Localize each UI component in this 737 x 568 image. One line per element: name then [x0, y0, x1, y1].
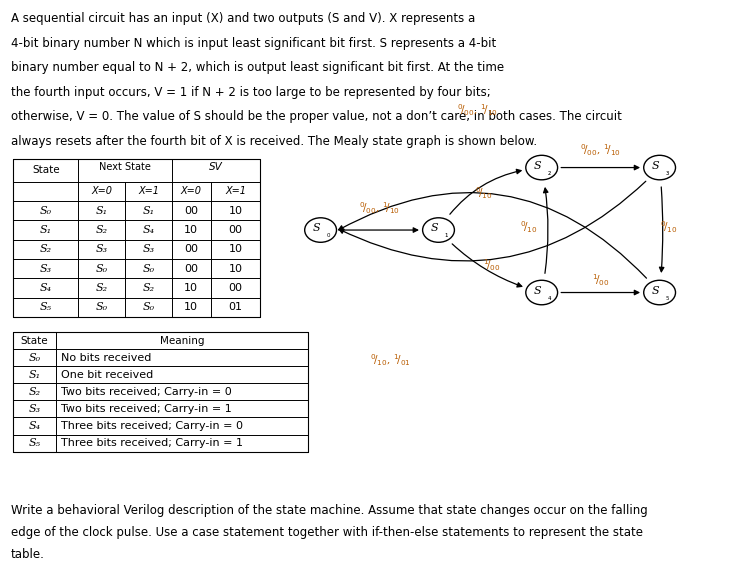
Bar [13, 332, 308, 452]
Text: X=0: X=0 [181, 186, 202, 197]
Text: $^0\!/_{00}$, $^1\!/_{10}$: $^0\!/_{00}$, $^1\!/_{10}$ [580, 143, 621, 158]
Circle shape [525, 280, 558, 305]
Text: $^0\!/_{00}$, $^1\!/_{10}$: $^0\!/_{00}$, $^1\!/_{10}$ [359, 201, 400, 216]
Text: 00: 00 [184, 264, 198, 274]
Text: otherwise, V = 0. The value of S should be the proper value, not a don’t care, i: otherwise, V = 0. The value of S should … [11, 110, 622, 123]
Circle shape [304, 218, 337, 243]
Text: S₂: S₂ [142, 283, 155, 293]
Text: 10: 10 [184, 302, 198, 312]
Text: S₄: S₄ [142, 225, 155, 235]
Text: X=0: X=0 [91, 186, 112, 197]
Text: S: S [652, 286, 659, 296]
Text: Write a behavioral Verilog description of the state machine. Assume that state c: Write a behavioral Verilog description o… [11, 504, 648, 517]
Text: S₅: S₅ [40, 302, 52, 312]
Circle shape [422, 218, 455, 243]
Text: S₀: S₀ [29, 353, 41, 363]
Text: State: State [32, 165, 60, 176]
Text: $^0\!/_{00}$, $^1\!/_{10}$: $^0\!/_{00}$, $^1\!/_{10}$ [457, 103, 498, 119]
Text: 10: 10 [184, 283, 198, 293]
Text: 10: 10 [184, 225, 198, 235]
Text: X=1: X=1 [225, 186, 246, 197]
Text: $^1\!/_{00}$: $^1\!/_{00}$ [483, 257, 500, 273]
Text: always resets after the fourth bit of X is received. The Mealy state graph is sh: always resets after the fourth bit of X … [11, 135, 537, 148]
Text: S₄: S₄ [29, 421, 41, 431]
Text: Three bits received; Carry-in = 1: Three bits received; Carry-in = 1 [61, 438, 243, 448]
Text: S: S [652, 161, 659, 171]
Text: S₂: S₂ [96, 225, 108, 235]
Text: 00: 00 [184, 244, 198, 254]
Text: 01: 01 [228, 302, 242, 312]
Text: $^1\!/_{00}$: $^1\!/_{00}$ [592, 272, 609, 288]
Text: 00: 00 [184, 206, 198, 216]
Text: A sequential circuit has an input (X) and two outputs (S and V). X represents a: A sequential circuit has an input (X) an… [11, 12, 475, 26]
Text: S₃: S₃ [96, 244, 108, 254]
Text: State: State [21, 336, 49, 346]
Text: ₁: ₁ [444, 230, 447, 239]
Text: S₀: S₀ [142, 302, 155, 312]
Text: S₅: S₅ [29, 438, 41, 448]
Text: S₀: S₀ [96, 302, 108, 312]
Text: ₃: ₃ [666, 168, 668, 177]
Text: Meaning: Meaning [160, 336, 204, 346]
Text: One bit received: One bit received [61, 370, 153, 380]
Text: 10: 10 [228, 264, 242, 274]
Text: S₁: S₁ [142, 206, 155, 216]
Text: $^0\!/_{10}$, $^1\!/_{01}$: $^0\!/_{10}$, $^1\!/_{01}$ [370, 353, 411, 369]
Text: X=1: X=1 [138, 186, 159, 197]
Text: S₁: S₁ [29, 370, 41, 380]
Text: ₂: ₂ [548, 168, 551, 177]
Circle shape [643, 280, 676, 305]
Text: S₃: S₃ [29, 404, 41, 414]
Text: S₂: S₂ [40, 244, 52, 254]
Text: S₀: S₀ [142, 264, 155, 274]
Text: binary number equal to N + 2, which is output least significant bit first. At th: binary number equal to N + 2, which is o… [11, 61, 504, 74]
Text: $^0\!/_{10}$: $^0\!/_{10}$ [660, 219, 677, 235]
Text: S₃: S₃ [142, 244, 155, 254]
Bar [13, 159, 260, 317]
Text: S₀: S₀ [96, 264, 108, 274]
Text: S₁: S₁ [96, 206, 108, 216]
Text: the fourth input occurs, V = 1 if N + 2 is too large to be represented by four b: the fourth input occurs, V = 1 if N + 2 … [11, 86, 491, 99]
Text: S₄: S₄ [40, 283, 52, 293]
Text: S₁: S₁ [40, 225, 52, 235]
Circle shape [643, 155, 676, 180]
Text: ₅: ₅ [666, 293, 668, 302]
Text: 4-bit binary number N which is input least significant bit first. S represents a: 4-bit binary number N which is input lea… [11, 37, 496, 50]
Text: edge of the clock pulse. Use a case statement together with if-then-else stateme: edge of the clock pulse. Use a case stat… [11, 526, 643, 539]
Text: $^0\!/_{10}$: $^0\!/_{10}$ [520, 219, 537, 235]
Circle shape [525, 155, 558, 180]
Text: 10: 10 [228, 206, 242, 216]
Text: S₂: S₂ [29, 387, 41, 397]
Text: Two bits received; Carry-in = 1: Two bits received; Carry-in = 1 [61, 404, 232, 414]
Text: Three bits received; Carry-in = 0: Three bits received; Carry-in = 0 [61, 421, 243, 431]
Text: $^0\!/_{10}$: $^0\!/_{10}$ [475, 185, 493, 201]
Text: S₂: S₂ [96, 283, 108, 293]
Text: table.: table. [11, 548, 45, 561]
Text: S: S [312, 223, 320, 233]
Text: 10: 10 [228, 244, 242, 254]
Text: S: S [534, 286, 541, 296]
Text: No bits received: No bits received [61, 353, 152, 363]
Text: SV: SV [209, 162, 223, 172]
Text: S: S [430, 223, 438, 233]
Text: ₀: ₀ [326, 230, 329, 239]
Text: 00: 00 [228, 283, 242, 293]
Text: Two bits received; Carry-in = 0: Two bits received; Carry-in = 0 [61, 387, 232, 397]
Text: S: S [534, 161, 541, 171]
Text: S₃: S₃ [40, 264, 52, 274]
Text: Next State: Next State [99, 162, 151, 172]
Text: S₀: S₀ [40, 206, 52, 216]
Text: ₄: ₄ [548, 293, 551, 302]
Text: 00: 00 [228, 225, 242, 235]
